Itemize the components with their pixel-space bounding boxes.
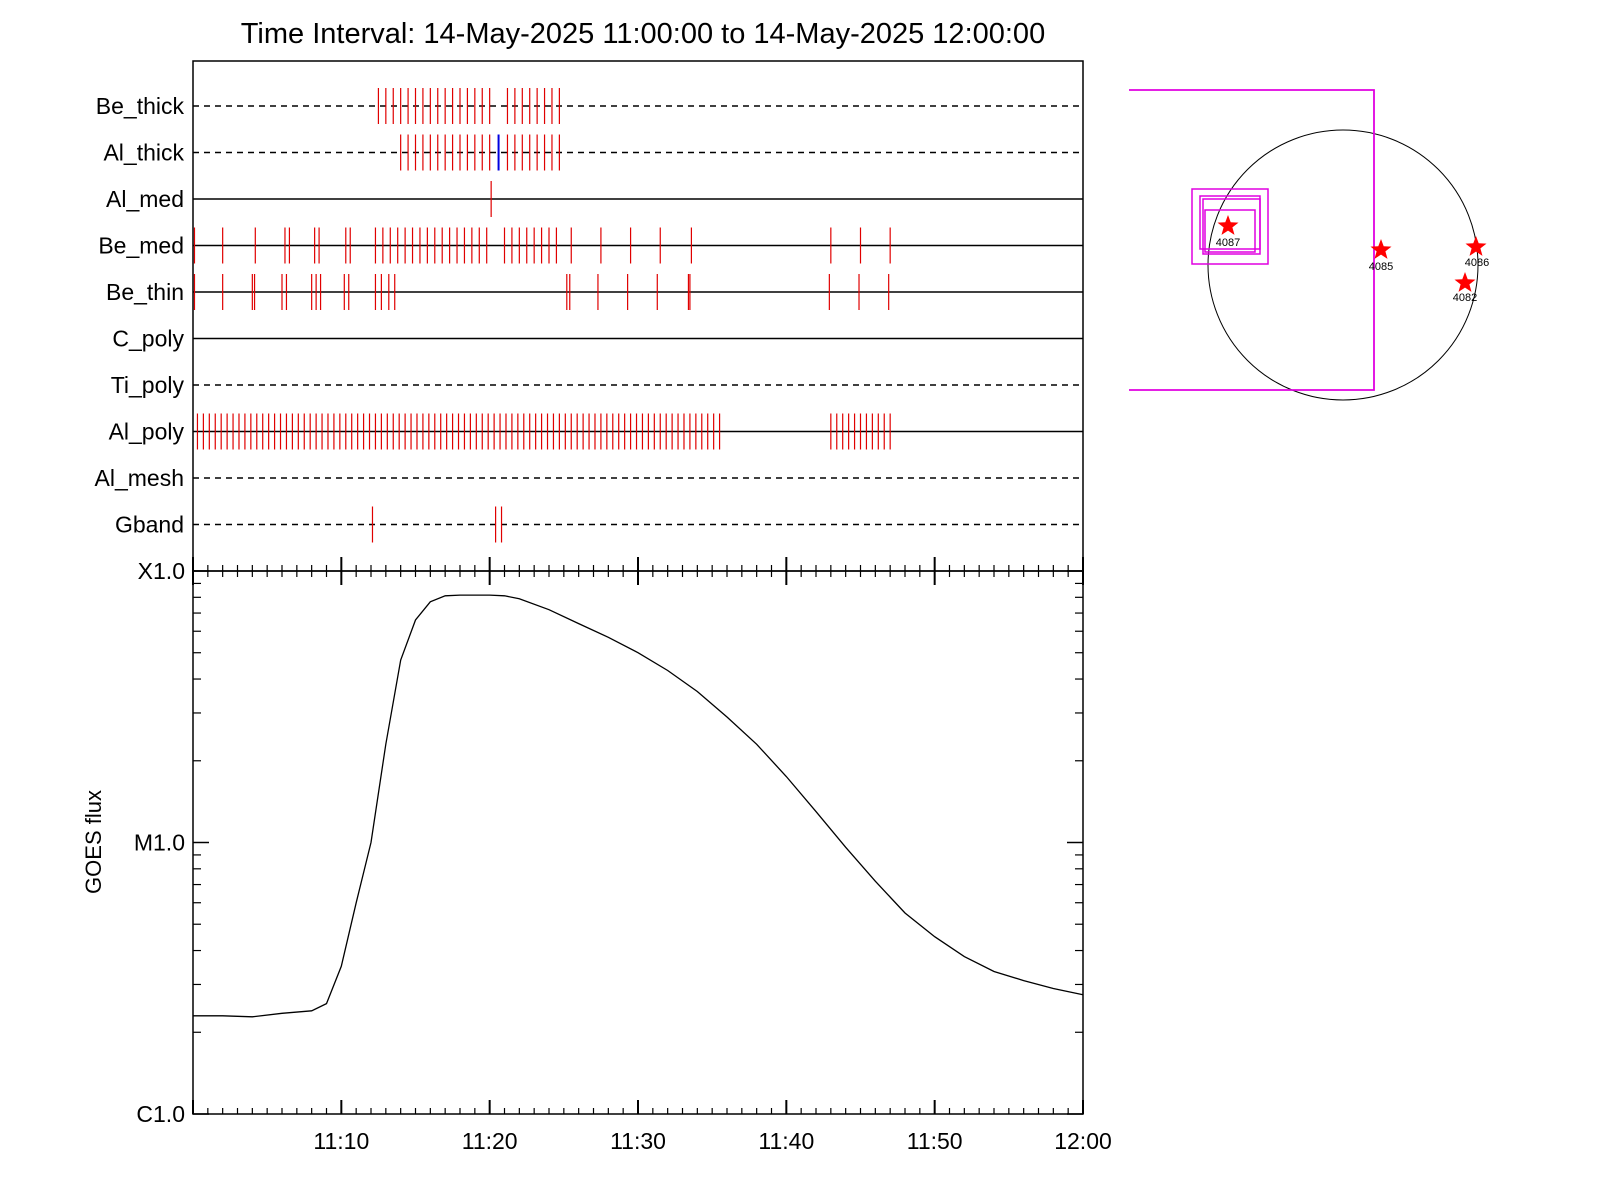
x-tick-label: 11:40 <box>758 1128 814 1154</box>
row-label: Al_mesh <box>95 465 184 491</box>
attenuator-timeline: Be_thick Al_thick Al_med Be_med Be_thin C_pol… <box>95 88 1083 543</box>
active-region-label: 4082 <box>1453 292 1477 304</box>
goes-flux-line <box>193 594 1084 1018</box>
flare-box <box>1204 209 1256 253</box>
active-region-marker <box>1465 236 1487 256</box>
y-axis-label: GOES flux <box>81 790 106 894</box>
goes-frame <box>192 570 1084 1115</box>
row-label: Al_poly <box>109 419 185 445</box>
solar-disk <box>1207 129 1479 401</box>
chart-title: Time Interval: 14-May-2025 11:00:00 to 1… <box>241 18 1045 50</box>
y-tick-label: C1.0 <box>136 1101 185 1127</box>
y-tick-label: X1.0 <box>138 558 185 584</box>
active-region-marker <box>1454 272 1476 292</box>
row-label: C_poly <box>112 326 184 352</box>
row-label: Al_thick <box>103 140 184 166</box>
row-label: Ti_poly <box>111 372 185 398</box>
flare-box <box>1191 188 1269 265</box>
x-tick-label: 11:20 <box>462 1128 518 1154</box>
timeline-frame <box>192 60 1084 572</box>
active-region-label: 4085 <box>1369 261 1393 273</box>
x-tick-label: 11:10 <box>313 1128 369 1154</box>
active-region-label: 4086 <box>1465 257 1489 269</box>
sun-map: 4087 4085 4086 4082 <box>1129 89 1489 401</box>
goes-flux-panel: 11:10 11:20 11:30 11:40 11:50 12:00 C1.0 M1.0 X1… <box>134 557 1112 1154</box>
row-label: Al_med <box>106 186 184 212</box>
row-label: Gband <box>115 512 184 538</box>
row-label: Be_thick <box>96 93 185 119</box>
flare-box <box>1202 198 1261 255</box>
field-of-view-box <box>1129 89 1375 391</box>
x-tick-label: 12:00 <box>1054 1128 1112 1154</box>
active-region-marker <box>1370 239 1392 259</box>
row-label: Be_thin <box>106 279 184 305</box>
active-region-marker <box>1217 215 1239 235</box>
row-label: Be_med <box>98 233 184 259</box>
x-tick-label: 11:50 <box>907 1128 963 1154</box>
x-tick-label: 11:30 <box>610 1128 666 1154</box>
y-tick-label: M1.0 <box>134 830 185 856</box>
active-region-label: 4087 <box>1216 237 1240 249</box>
